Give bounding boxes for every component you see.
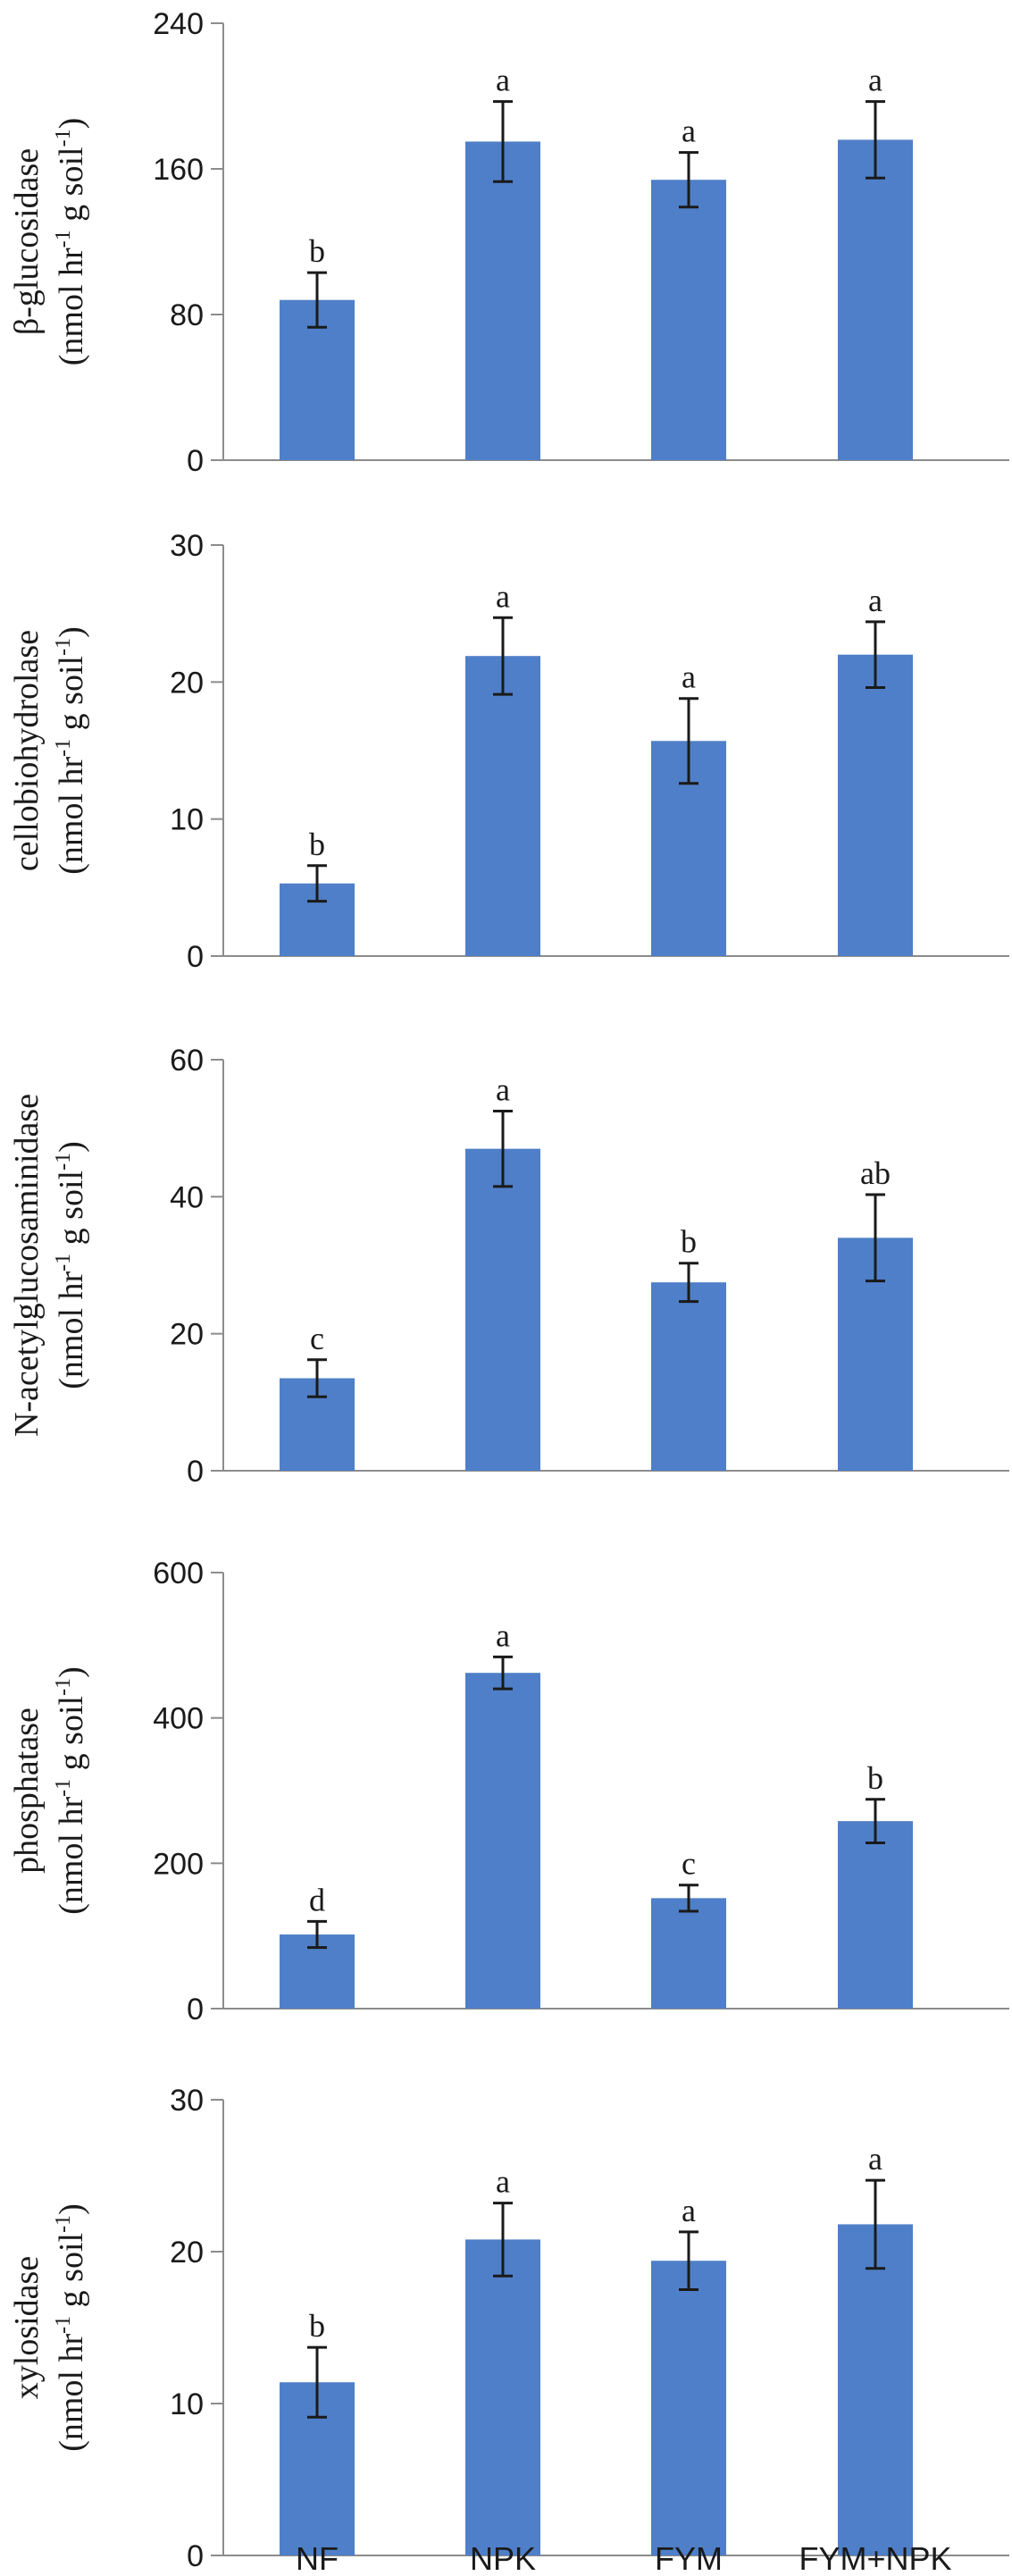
y-axis-unit-sup: -1 bbox=[52, 1678, 75, 1696]
significance-letter: b bbox=[309, 233, 325, 269]
significance-letter: a bbox=[868, 583, 882, 618]
significance-letter: a bbox=[496, 1072, 510, 1108]
significance-letter: a bbox=[868, 2141, 882, 2177]
y-axis-unit-sup: -1 bbox=[52, 1254, 75, 1271]
significance-letter: a bbox=[682, 2193, 696, 2228]
y-tick-label: 0 bbox=[187, 1455, 204, 1489]
x-category-label: FYM bbox=[655, 2540, 723, 2576]
y-tick-label: 30 bbox=[170, 2084, 204, 2118]
y-axis-unit: g soil bbox=[53, 1171, 90, 1254]
y-tick-label: 10 bbox=[170, 803, 204, 837]
y-axis-enzyme-name: phosphatase bbox=[8, 1708, 46, 1874]
y-tick-label: 0 bbox=[187, 940, 204, 974]
y-tick-label: 400 bbox=[153, 1702, 204, 1736]
significance-letter: b bbox=[309, 827, 325, 862]
y-axis-unit-sup: -1 bbox=[52, 2316, 75, 2334]
significance-letter: a bbox=[682, 659, 696, 695]
y-tick-label: 20 bbox=[170, 666, 204, 700]
bar-fym-npk bbox=[838, 654, 913, 956]
significance-letter: b bbox=[681, 1224, 697, 1260]
y-axis-unit: g soil bbox=[53, 656, 90, 739]
significance-letter: a bbox=[868, 63, 882, 98]
y-axis-enzyme-name: β-glucosidase bbox=[8, 148, 46, 335]
y-axis-unit: g soil bbox=[53, 147, 90, 230]
y-axis-title: β-glucosidase (nmol hr-1 g soil-1) bbox=[8, 118, 90, 366]
y-axis-enzyme-name: N-acetylglucosaminidase bbox=[8, 1094, 46, 1437]
y-tick-label: 10 bbox=[170, 2387, 204, 2421]
significance-letter: a bbox=[496, 63, 510, 98]
x-category-label: FYM+NPK bbox=[799, 2540, 951, 2576]
y-tick-label: 600 bbox=[153, 1557, 204, 1590]
y-axis-unit-sup: -1 bbox=[52, 739, 75, 757]
y-axis-unit-sup: -1 bbox=[52, 2215, 75, 2233]
y-axis-unit: ) bbox=[53, 1666, 90, 1678]
y-tick-label: 80 bbox=[170, 298, 204, 332]
bar-fym bbox=[651, 180, 726, 460]
y-tick-label: 20 bbox=[170, 2236, 204, 2270]
x-category-label: NF bbox=[296, 2540, 339, 2576]
bar-fym-npk bbox=[838, 2224, 913, 2555]
y-tick-label: 0 bbox=[187, 2539, 204, 2573]
significance-letter: a bbox=[496, 578, 510, 614]
y-axis-enzyme-name: xylosidase bbox=[8, 2256, 46, 2399]
significance-letter: a bbox=[682, 113, 696, 149]
y-axis-unit: (nmol hr bbox=[53, 756, 90, 874]
y-axis-unit: (nmol hr bbox=[53, 1271, 90, 1389]
y-axis-unit: g soil bbox=[53, 1696, 90, 1779]
bar-fym-npk bbox=[838, 1821, 913, 2009]
y-axis-unit: ) bbox=[53, 2203, 90, 2215]
y-axis-unit: ) bbox=[53, 626, 90, 638]
y-axis-unit: ) bbox=[53, 118, 90, 130]
y-axis-enzyme-name: cellobiohydrolase bbox=[8, 630, 46, 871]
y-axis-title: xylosidase (nmol hr-1 g soil-1) bbox=[8, 2203, 90, 2452]
significance-letter: b bbox=[309, 2308, 325, 2344]
bar-fym-npk bbox=[838, 139, 913, 460]
y-tick-label: 0 bbox=[187, 1993, 204, 2026]
y-axis-unit-sup: -1 bbox=[52, 1779, 75, 1797]
y-axis-title: N-acetylglucosaminidase (nmol hr-1 g soil… bbox=[8, 1094, 90, 1437]
bar-fym bbox=[651, 2261, 726, 2555]
significance-letter: b bbox=[867, 1760, 883, 1796]
bar-npk bbox=[465, 141, 540, 460]
y-tick-label: 200 bbox=[153, 1847, 204, 1881]
bar-npk bbox=[465, 1148, 540, 1471]
bar-fym bbox=[651, 1282, 726, 1471]
y-axis-unit: (nmol hr bbox=[53, 1796, 90, 1914]
y-tick-label: 0 bbox=[187, 444, 204, 478]
bar-npk bbox=[465, 656, 540, 956]
y-axis-title: cellobiohydrolase (nmol hr-1 g soil-1) bbox=[8, 626, 90, 875]
y-axis-unit-sup: -1 bbox=[52, 230, 75, 248]
significance-letter: c bbox=[682, 1846, 696, 1882]
y-axis-title: phosphatase (nmol hr-1 g soil-1) bbox=[8, 1666, 90, 1915]
bar-fym bbox=[651, 1898, 726, 2009]
y-axis-unit-sup: -1 bbox=[52, 129, 75, 147]
y-axis-unit: (nmol hr bbox=[53, 2333, 90, 2451]
bar-npk bbox=[465, 2239, 540, 2555]
y-axis-unit: ) bbox=[53, 1141, 90, 1153]
y-tick-label: 240 bbox=[153, 7, 204, 41]
y-tick-label: 30 bbox=[170, 529, 204, 563]
x-category-label: NPK bbox=[470, 2540, 536, 2576]
y-axis-unit: (nmol hr bbox=[53, 248, 90, 365]
significance-letter: ab bbox=[860, 1155, 891, 1191]
y-axis-unit: g soil bbox=[53, 2233, 90, 2316]
significance-letter: a bbox=[496, 1617, 510, 1653]
significance-letter: a bbox=[496, 2164, 510, 2200]
y-axis-unit-sup: -1 bbox=[52, 638, 75, 656]
y-axis-unit-sup: -1 bbox=[52, 1153, 75, 1171]
y-tick-label: 160 bbox=[153, 153, 204, 187]
y-tick-label: 20 bbox=[170, 1318, 204, 1352]
bar-npk bbox=[465, 1673, 540, 2009]
significance-letter: c bbox=[310, 1321, 324, 1356]
y-tick-label: 60 bbox=[170, 1044, 204, 1078]
significance-letter: d bbox=[309, 1882, 325, 1917]
y-tick-label: 40 bbox=[170, 1180, 204, 1214]
